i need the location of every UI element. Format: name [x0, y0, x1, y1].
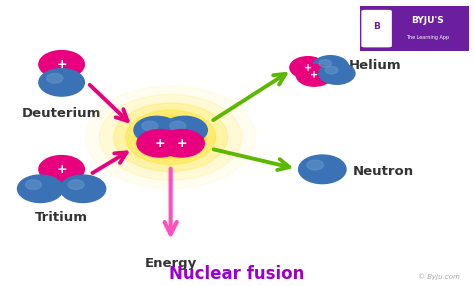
- Circle shape: [126, 110, 216, 164]
- Text: +: +: [56, 58, 67, 71]
- Circle shape: [26, 180, 41, 189]
- Circle shape: [68, 180, 84, 189]
- Circle shape: [159, 130, 204, 157]
- Circle shape: [18, 175, 63, 202]
- Text: The Learning App: The Learning App: [406, 35, 449, 40]
- Circle shape: [162, 116, 207, 144]
- Circle shape: [319, 59, 331, 67]
- Circle shape: [47, 74, 63, 83]
- Text: © Byju.com: © Byju.com: [418, 274, 460, 280]
- FancyBboxPatch shape: [356, 4, 474, 53]
- Circle shape: [135, 116, 206, 159]
- Circle shape: [312, 56, 348, 78]
- Circle shape: [296, 64, 332, 86]
- Circle shape: [290, 57, 326, 78]
- Text: +: +: [155, 137, 165, 150]
- Circle shape: [170, 121, 186, 131]
- Circle shape: [39, 156, 84, 183]
- Circle shape: [137, 130, 182, 157]
- Circle shape: [142, 120, 199, 154]
- Text: Helium: Helium: [348, 59, 401, 72]
- FancyBboxPatch shape: [361, 10, 392, 47]
- Text: Tritium: Tritium: [35, 211, 88, 224]
- Circle shape: [319, 63, 355, 84]
- Circle shape: [39, 69, 84, 96]
- Text: +: +: [304, 63, 312, 73]
- Text: Deuterium: Deuterium: [22, 107, 101, 120]
- Text: B: B: [373, 22, 380, 31]
- Circle shape: [142, 121, 158, 131]
- Text: Energy: Energy: [145, 257, 197, 270]
- Text: BYJU'S: BYJU'S: [411, 16, 444, 25]
- Circle shape: [299, 155, 346, 184]
- Circle shape: [325, 66, 338, 74]
- Circle shape: [134, 116, 180, 144]
- Text: +: +: [310, 70, 319, 80]
- Circle shape: [60, 175, 106, 202]
- Text: Neutron: Neutron: [353, 165, 414, 178]
- Circle shape: [114, 103, 228, 172]
- Text: Nuclear fusion: Nuclear fusion: [169, 265, 305, 283]
- Circle shape: [100, 94, 242, 180]
- Circle shape: [85, 86, 256, 189]
- Circle shape: [307, 160, 324, 170]
- Text: +: +: [176, 137, 187, 150]
- Text: +: +: [56, 163, 67, 176]
- Circle shape: [39, 51, 84, 78]
